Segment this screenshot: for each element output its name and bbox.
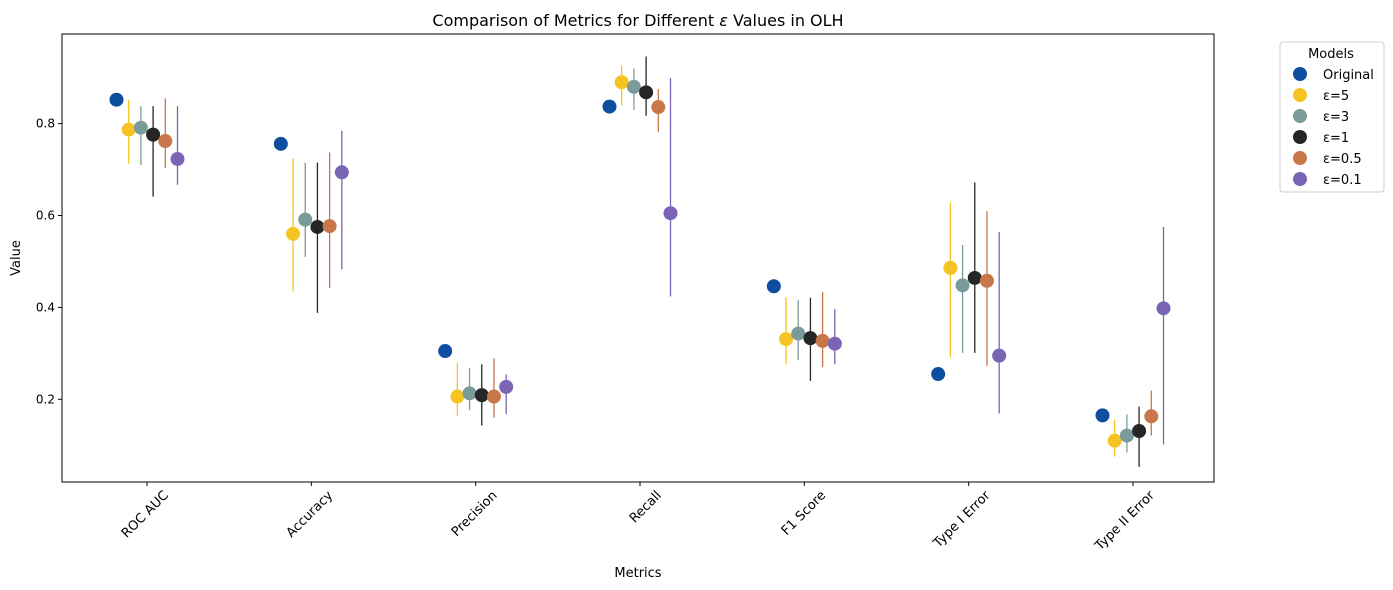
data-point: [486, 389, 501, 404]
data-point: [815, 333, 830, 348]
legend-label: ε=0.5: [1323, 152, 1362, 167]
legend-label: ε=0.1: [1323, 173, 1362, 188]
legend-label: ε=5: [1323, 89, 1349, 104]
axes-frame: [61, 33, 1215, 483]
legend-marker: [1293, 109, 1307, 123]
data-point: [286, 226, 301, 241]
data-point: [827, 336, 842, 351]
plot-area: [109, 56, 1171, 467]
data-point: [1119, 428, 1134, 443]
data-point: [626, 79, 641, 94]
title-suffix: Values in OLH: [728, 11, 844, 30]
data-point: [651, 100, 666, 115]
data-point: [1156, 301, 1171, 316]
y-tick-label: 0.6: [36, 208, 55, 222]
data-point: [1107, 433, 1122, 448]
data-point: [803, 331, 818, 346]
data-point: [943, 260, 958, 275]
data-point: [639, 85, 654, 100]
chart-title: Comparison of Metrics for Different ε Va…: [432, 11, 843, 30]
series-5: [170, 78, 1171, 445]
data-point: [931, 367, 946, 382]
data-point: [146, 127, 161, 142]
legend-label: ε=3: [1323, 110, 1349, 125]
series-0: [109, 92, 1110, 423]
data-point: [1095, 408, 1110, 423]
data-point: [1132, 423, 1147, 438]
data-point: [614, 75, 629, 90]
data-point: [1144, 409, 1159, 424]
data-point: [499, 379, 514, 394]
legend-label: ε=1: [1323, 131, 1349, 146]
data-point: [273, 136, 288, 151]
title-symbol: ε: [719, 11, 728, 30]
data-point: [438, 344, 453, 359]
title-prefix: Comparison of Metrics for Different: [432, 11, 719, 30]
data-point: [766, 279, 781, 294]
data-point: [992, 348, 1007, 363]
series-2: [133, 68, 1134, 453]
legend-marker: [1293, 151, 1307, 165]
data-point: [322, 219, 337, 234]
data-point: [133, 120, 148, 135]
series-3: [146, 56, 1147, 467]
series-1: [121, 65, 1122, 457]
data-point: [779, 332, 794, 347]
legend-marker: [1293, 172, 1307, 186]
y-axis-label: Value: [9, 240, 24, 276]
series-4: [158, 89, 1159, 436]
data-point: [602, 99, 617, 114]
data-point: [663, 206, 678, 221]
x-axis-label: Metrics: [614, 566, 661, 581]
legend-title: Models: [1308, 47, 1354, 62]
data-point: [474, 388, 489, 403]
y-tick-label: 0.4: [36, 300, 55, 314]
legend-label: Original: [1323, 68, 1374, 83]
data-point: [979, 273, 994, 288]
data-point: [462, 386, 477, 401]
legend-marker: [1293, 88, 1307, 102]
legend-items: Original ε=5 ε=3 ε=1 ε=0.5 ε=0.1: [1293, 67, 1374, 188]
data-point: [298, 212, 313, 227]
data-point: [109, 92, 124, 107]
y-axis: 0.2 0.4 0.6 0.8: [36, 117, 62, 406]
y-tick-label: 0.8: [36, 117, 55, 131]
data-point: [158, 134, 173, 149]
data-point: [967, 270, 982, 285]
data-point: [450, 389, 465, 404]
data-point: [121, 122, 136, 137]
data-point: [310, 219, 325, 234]
data-point: [170, 151, 185, 166]
y-tick-label: 0.2: [36, 392, 55, 406]
data-point: [334, 165, 349, 180]
legend-marker: [1293, 67, 1307, 81]
legend: Models Original ε=5 ε=3 ε=1 ε=0.5 ε=0.1: [1279, 41, 1385, 193]
legend-marker: [1293, 130, 1307, 144]
data-point: [955, 278, 970, 293]
data-point: [791, 326, 806, 341]
